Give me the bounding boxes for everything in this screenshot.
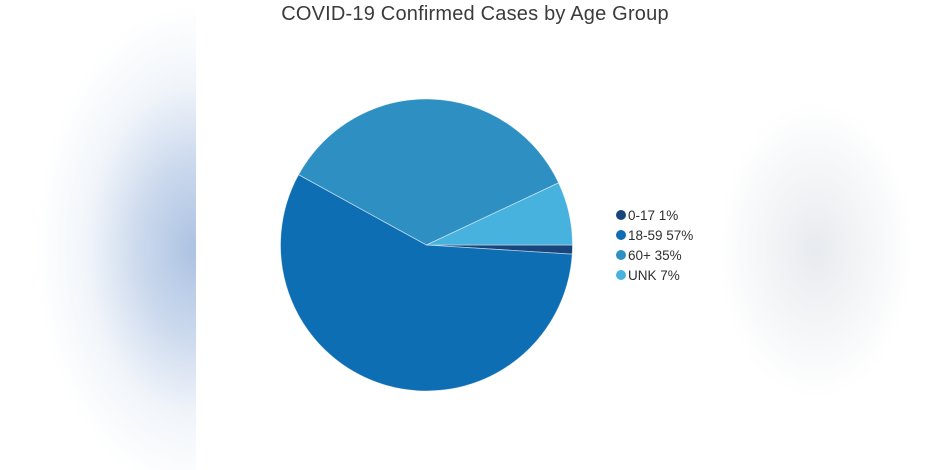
legend-label: UNK 7% — [628, 267, 680, 283]
pie-slice-UNK — [426, 182, 573, 246]
legend-label: 18-59 57% — [628, 227, 694, 243]
legend-label: 0-17 1% — [628, 207, 679, 223]
legend-marker-icon — [616, 210, 626, 220]
legend-item-60+: 60+ 35% — [616, 245, 693, 265]
legend-marker-icon — [616, 250, 626, 260]
legend-item-UNK: UNK 7% — [616, 265, 693, 285]
legend: 0-17 1% 18-59 57% 60+ 35% UNK 7% — [616, 205, 693, 285]
pie-slice-18-59 — [280, 174, 573, 392]
left-blur-gradient — [0, 0, 201, 470]
right-blur-gradient — [716, 100, 916, 400]
legend-item-0-17: 0-17 1% — [616, 205, 693, 225]
legend-marker-icon — [616, 230, 626, 240]
legend-item-18-59: 18-59 57% — [616, 225, 693, 245]
chart-title: COVID-19 Confirmed Cases by Age Group — [281, 3, 669, 25]
legend-marker-icon — [616, 270, 626, 280]
pie-slice-60+ — [298, 98, 560, 246]
legend-label: 60+ 35% — [628, 247, 682, 263]
